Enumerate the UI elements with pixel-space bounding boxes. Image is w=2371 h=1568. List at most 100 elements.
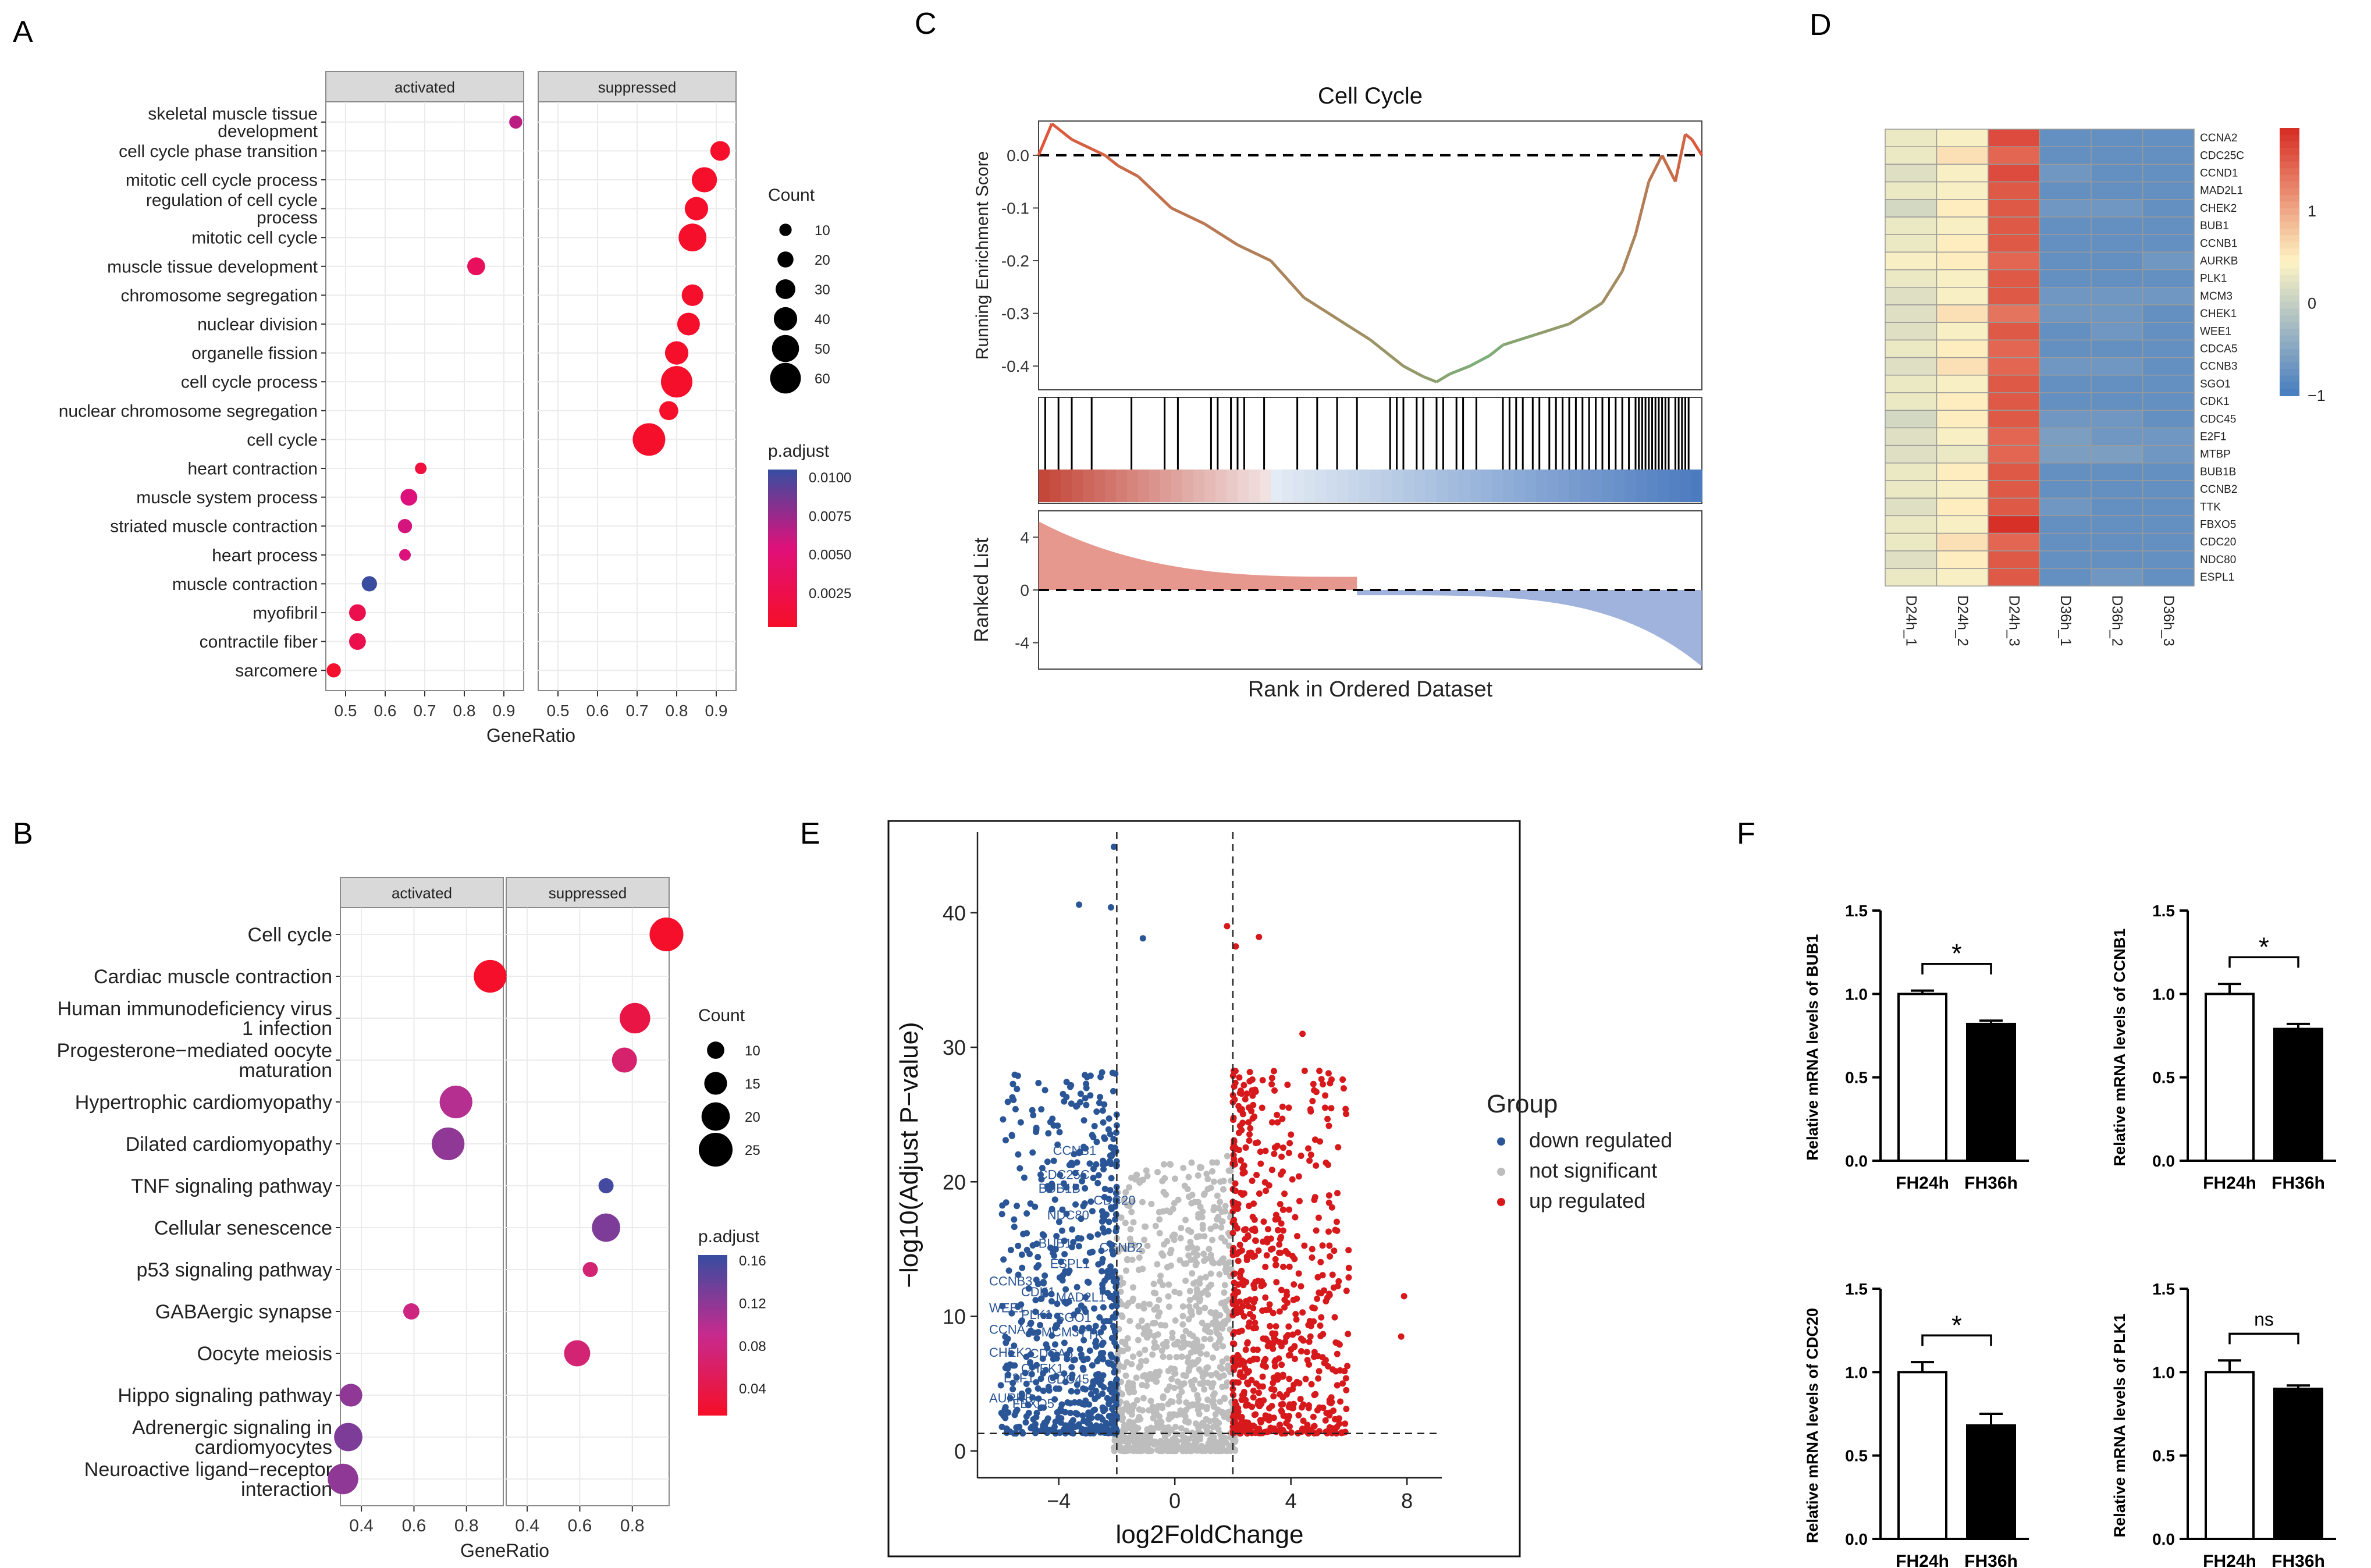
volcano-point-not-significant (1207, 1225, 1214, 1232)
color-legend-bar (768, 595, 797, 600)
volcano-point-up (1235, 1355, 1242, 1362)
heatmap-cell (2142, 427, 2195, 446)
rank-colorbar-cell (1260, 470, 1271, 502)
color-legend-bar (768, 524, 797, 529)
gene-label: ESPL1 (1050, 1256, 1090, 1271)
row-label: CCNB3 (2200, 361, 2237, 373)
volcano-point-not-significant (1225, 1362, 1232, 1369)
rank-colorbar-cell (1392, 470, 1404, 502)
rank-colorbar-cell (1182, 470, 1194, 502)
heatmap-cell (1936, 410, 1989, 429)
volcano-point-down (1041, 1087, 1048, 1094)
volcano-point-up (1311, 1087, 1318, 1094)
volcano-point-down (1109, 1272, 1116, 1279)
tick-label-y: 1.5 (1845, 1280, 1868, 1298)
volcano-point-down (1107, 1351, 1114, 1358)
volcano-point-down (1089, 1208, 1096, 1215)
volcano-point-up (1321, 1287, 1328, 1294)
volcano-point-down (1067, 1410, 1074, 1417)
rank-colorbar-cell (1525, 470, 1537, 502)
volcano-point-not-significant (1174, 1338, 1181, 1345)
volcano-point-down (1004, 1098, 1011, 1105)
volcano-point-not-significant (1144, 1242, 1151, 1249)
color-legend-bar (698, 1363, 727, 1368)
volcano-point-not-significant (1220, 1437, 1227, 1443)
volcano-point-down (1105, 1400, 1112, 1407)
heatmap-cell (2091, 216, 2144, 235)
volcano-point-up (1295, 1173, 1302, 1180)
gene-label: BUB1B (1039, 1181, 1080, 1196)
volcano-point-down (1068, 1100, 1075, 1107)
enrichment-curve-segment (1117, 164, 1139, 178)
tick-label-x: 0.4 (349, 1516, 374, 1535)
heatmap-legend-bar (2280, 275, 2299, 283)
volcano-point-not-significant (1216, 1271, 1223, 1278)
volcano-point-not-significant (1178, 1225, 1185, 1232)
row-label: E2F1 (2200, 431, 2226, 443)
volcano-point-up (1242, 1346, 1249, 1353)
volcano-point-not-significant (1154, 1313, 1161, 1320)
facet-label: suppressed (549, 884, 627, 902)
volcano-point-not-significant (1195, 1403, 1202, 1410)
volcano-point-down (1080, 1305, 1087, 1312)
volcano-point-not-significant (1129, 1384, 1136, 1391)
bar-fh24h (2205, 993, 2255, 1162)
volcano-point-down (1022, 1370, 1029, 1377)
volcano-point-up (1239, 1303, 1246, 1310)
enrichment-curve-segment (1170, 207, 1206, 225)
heatmap-legend-bar (2280, 155, 2299, 162)
heatmap-cell (2039, 550, 2092, 569)
volcano-point-not-significant (1154, 1169, 1161, 1176)
volcano-point-down (1014, 1203, 1021, 1210)
tick-label-x: 8 (1401, 1489, 1413, 1513)
volcano-point-not-significant (1214, 1192, 1221, 1199)
color-legend-bar (698, 1303, 727, 1308)
volcano-point-up (1340, 1085, 1347, 1092)
heatmap-cell (1936, 304, 1989, 323)
volcano-point-not-significant (1210, 1178, 1217, 1185)
volcano-point-not-significant (1192, 1261, 1199, 1268)
heatmap-cell (1936, 568, 1989, 586)
enrichment-curve-segment (1303, 296, 1338, 320)
volcano-point-not-significant (1220, 1372, 1227, 1379)
volcano-point-up (1330, 1407, 1337, 1414)
volcano-point-not-significant (1133, 1397, 1140, 1404)
volcano-point-down (1068, 1388, 1075, 1395)
row-label: CCND1 (2200, 168, 2238, 180)
volcano-point-down (1014, 1072, 1021, 1079)
volcano-point-up (1249, 1092, 1256, 1099)
dot-point (664, 341, 689, 365)
volcano-point-down (1046, 1387, 1053, 1394)
term-label: muscle tissue development (107, 257, 318, 276)
volcano-point-down (1065, 1270, 1072, 1277)
volcano-point-up (1268, 1075, 1275, 1082)
color-legend-bar (698, 1327, 727, 1332)
significance-bracket (1921, 1334, 1992, 1346)
volcano-point-down (1029, 1242, 1036, 1249)
enrichment-curve-segment (1402, 365, 1424, 378)
volcano-point-down (1105, 1218, 1112, 1225)
volcano-point-down (1005, 1267, 1012, 1274)
dot-point (678, 223, 707, 252)
volcano-point-up (1345, 1264, 1352, 1271)
volcano-point-up (1327, 1253, 1334, 1260)
volcano-point-down (1109, 1151, 1116, 1158)
heatmap-cell (2142, 181, 2195, 200)
volcano-point-down (1017, 1119, 1024, 1126)
volcano-point-down (1012, 1408, 1019, 1415)
volcano-point-down (1106, 1386, 1113, 1393)
heatmap-cell (1936, 357, 1989, 376)
enrichment-curve-segment (1535, 322, 1570, 336)
volcano-point-up (1290, 1296, 1297, 1303)
volcano-point-not-significant (1193, 1336, 1200, 1343)
dot-point (612, 1047, 637, 1073)
volcano-point-up (1331, 1247, 1338, 1254)
volcano-point-down (1097, 1427, 1104, 1434)
volcano-point-up (1276, 1249, 1283, 1256)
volcano-point-up (1236, 1090, 1243, 1097)
volcano-point-down (1059, 1206, 1066, 1213)
volcano-point-not-significant (1197, 1203, 1204, 1210)
color-legend-bar (768, 473, 797, 478)
volcano-point-not-significant (1146, 1332, 1153, 1339)
